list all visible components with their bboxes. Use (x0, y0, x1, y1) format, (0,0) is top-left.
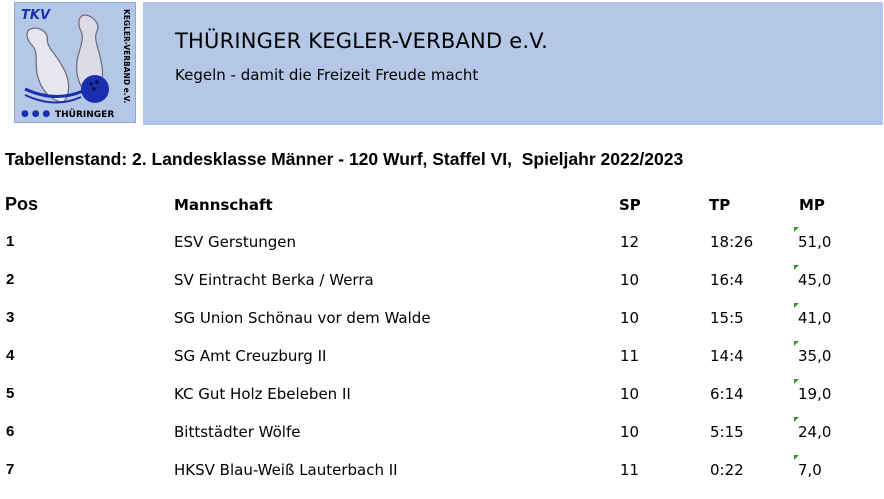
column-header-team: Mannschaft (174, 196, 273, 214)
row-mp: 19,0 (798, 385, 832, 403)
row-tp: 15:5 (710, 309, 744, 327)
row-mp: 7,0 (798, 461, 822, 479)
logo-text-side: KEGLER-VERBAND e.V. (122, 9, 131, 103)
row-mp: 51,0 (798, 233, 832, 251)
row-pos: 5 (6, 385, 15, 402)
row-sp: 11 (620, 461, 640, 479)
bowling-pins-icon: TKV ● ● ● THÜRINGER KEGLER-VERBAND e.V. (15, 3, 135, 122)
row-team: HKSV Blau-Weiß Lauterbach II (174, 461, 398, 479)
table-row: 3 SG Union Schönau vor dem Walde 10 15:5… (0, 303, 884, 347)
table-row: 5 KC Gut Holz Ebeleben II 10 6:14 19,0 (0, 379, 884, 423)
column-header-mp: MP (799, 196, 825, 214)
comment-indicator-icon (794, 303, 799, 308)
row-pos: 2 (6, 271, 15, 288)
row-sp: 12 (620, 233, 640, 251)
row-mp: 45,0 (798, 271, 832, 289)
row-team: Bittstädter Wölfe (174, 423, 301, 441)
logo-dots: ● ● ● (21, 109, 50, 119)
table-heading: Tabellenstand: 2. Landesklasse Männer - … (5, 149, 684, 169)
comment-indicator-icon (794, 227, 799, 232)
row-team: SV Eintracht Berka / Werra (174, 271, 374, 289)
table-row: 2 SV Eintracht Berka / Werra 10 16:4 45,… (0, 265, 884, 309)
table-row: 7 HKSV Blau-Weiß Lauterbach II 11 0:22 7… (0, 455, 884, 499)
row-tp: 6:14 (710, 385, 744, 403)
row-pos: 3 (6, 309, 15, 326)
row-sp: 10 (620, 423, 640, 441)
row-mp: 35,0 (798, 347, 832, 365)
table-row: 6 Bittstädter Wölfe 10 5:15 24,0 (0, 417, 884, 461)
page-title: THÜRINGER KEGLER-VERBAND e.V. (175, 29, 548, 53)
logo-text-bottom: THÜRINGER (55, 109, 114, 120)
row-sp: 11 (620, 347, 640, 365)
table-row: 1 ESV Gerstungen 12 18:26 51,0 (0, 227, 884, 271)
column-header-sp: SP (619, 196, 641, 214)
row-pos: 7 (6, 461, 15, 478)
row-mp: 24,0 (798, 423, 832, 441)
row-mp: 41,0 (798, 309, 832, 327)
tkv-logo: TKV ● ● ● THÜRINGER KEGLER-VERBAND e.V. (14, 2, 136, 123)
row-team: KC Gut Holz Ebeleben II (174, 385, 351, 403)
row-team: SG Amt Creuzburg II (174, 347, 327, 365)
table-row: 4 SG Amt Creuzburg II 11 14:4 35,0 (0, 341, 884, 385)
row-tp: 5:15 (710, 423, 744, 441)
row-sp: 10 (620, 309, 640, 327)
row-pos: 1 (6, 233, 15, 250)
comment-indicator-icon (794, 265, 799, 270)
page-subtitle: Kegeln - damit die Freizeit Freude macht (175, 66, 479, 84)
row-tp: 16:4 (710, 271, 744, 289)
row-pos: 6 (6, 423, 15, 440)
row-tp: 0:22 (710, 461, 744, 479)
row-team: SG Union Schönau vor dem Walde (174, 309, 431, 327)
row-tp: 18:26 (710, 233, 754, 251)
comment-indicator-icon (794, 379, 799, 384)
row-sp: 10 (620, 385, 640, 403)
row-sp: 10 (620, 271, 640, 289)
comment-indicator-icon (794, 417, 799, 422)
row-tp: 14:4 (710, 347, 744, 365)
column-header-tp: TP (709, 196, 731, 214)
row-team: ESV Gerstungen (174, 233, 297, 251)
comment-indicator-icon (794, 455, 799, 460)
header-banner: THÜRINGER KEGLER-VERBAND e.V. Kegeln - d… (143, 2, 883, 125)
column-header-pos: Pos (5, 194, 39, 214)
row-pos: 4 (6, 347, 15, 364)
comment-indicator-icon (794, 341, 799, 346)
logo-text-top: TKV (21, 8, 51, 23)
